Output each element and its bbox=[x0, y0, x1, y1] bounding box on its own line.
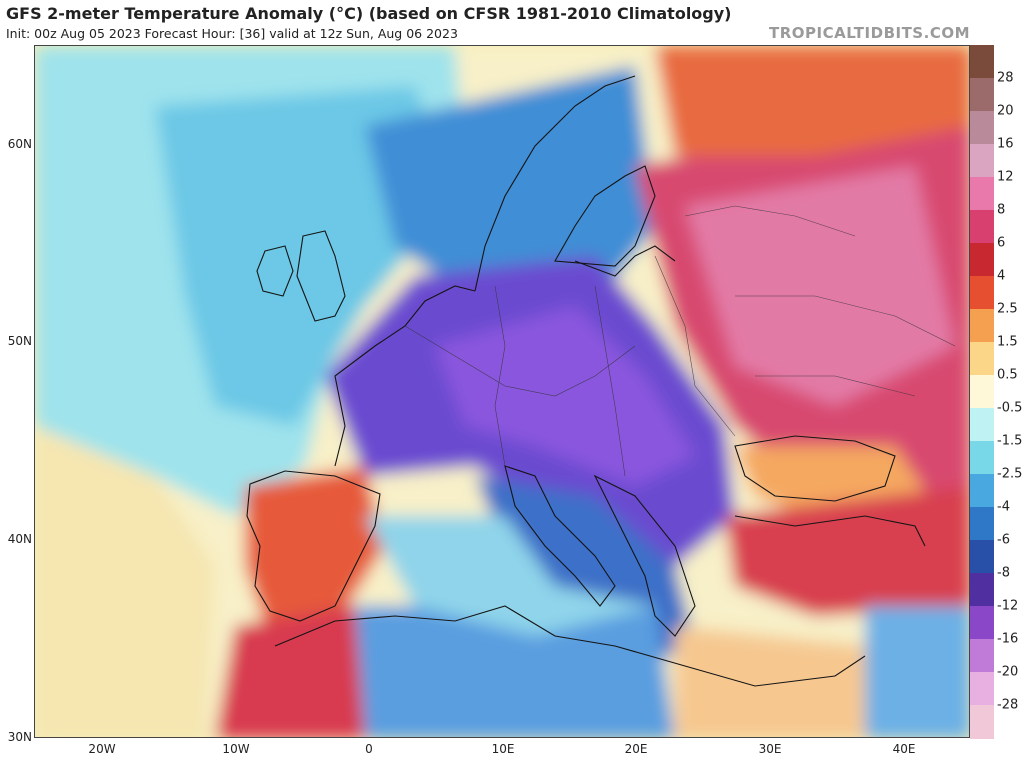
colorbar-tick-label: -4 bbox=[997, 499, 1010, 515]
colorbar-segment bbox=[970, 276, 994, 310]
colorbar-tick-label: 20 bbox=[997, 103, 1014, 119]
colorbar-tick-label: 6 bbox=[997, 235, 1006, 251]
colorbar-tick-label: -0.5 bbox=[997, 400, 1023, 416]
colorbar-tick-label: 1.5 bbox=[997, 334, 1018, 350]
colorbar-segment bbox=[970, 309, 994, 343]
colorbar-tick-label: 4 bbox=[997, 268, 1006, 284]
colorbar-segment bbox=[970, 210, 994, 244]
lat-label-40n: 40N bbox=[7, 532, 32, 546]
colorbar-segment bbox=[970, 111, 994, 145]
colorbar-segment bbox=[970, 606, 994, 640]
colorbar-tick-label: -1.5 bbox=[997, 433, 1023, 449]
colorbar-segment bbox=[970, 705, 994, 739]
lon-label-20w: 20W bbox=[88, 742, 116, 756]
colorbar-segment bbox=[970, 474, 994, 508]
colorbar-segment bbox=[970, 441, 994, 475]
colorbar-tick-label: -6 bbox=[997, 532, 1010, 548]
colorbar-segment bbox=[970, 243, 994, 277]
lat-label-60n: 60N bbox=[7, 137, 32, 151]
colorbar-segment bbox=[970, 144, 994, 178]
colorbar-tick-label: -8 bbox=[997, 565, 1010, 581]
colorbar-segment bbox=[970, 507, 994, 541]
lon-label-10w: 10W bbox=[222, 742, 250, 756]
colorbar-segment bbox=[970, 342, 994, 376]
colorbar-tick-label: -2.5 bbox=[997, 466, 1023, 482]
colorbar-segment bbox=[970, 639, 994, 673]
lat-label-50n: 50N bbox=[7, 334, 32, 348]
anomaly-map bbox=[34, 45, 970, 738]
colorbar-tick-label: 8 bbox=[997, 202, 1006, 218]
colorbar-tick-label: -20 bbox=[997, 664, 1019, 680]
colorbar-segment bbox=[970, 78, 994, 112]
colorbar-tick-label: 0.5 bbox=[997, 367, 1018, 383]
map-title: GFS 2-meter Temperature Anomaly (°C) (ba… bbox=[6, 4, 732, 23]
lon-label-0: 0 bbox=[365, 742, 373, 756]
colorbar-tick-label: -16 bbox=[997, 631, 1019, 647]
colorbar-segment bbox=[970, 375, 994, 409]
colorbar-segment bbox=[970, 177, 994, 211]
colorbar-segment bbox=[970, 408, 994, 442]
colorbar-segment bbox=[970, 672, 994, 706]
colorbar-tick-label: -28 bbox=[997, 697, 1019, 713]
colorbar-segment bbox=[970, 540, 994, 574]
colorbar-tick-label: 28 bbox=[997, 70, 1014, 86]
lon-label-40e: 40E bbox=[892, 742, 916, 756]
lon-label-20e: 20E bbox=[624, 742, 648, 756]
colorbar-segment bbox=[970, 573, 994, 607]
colorbar-tick-label: 12 bbox=[997, 169, 1014, 185]
colorbar bbox=[970, 45, 994, 739]
map-subtitle: Init: 00z Aug 05 2023 Forecast Hour: [36… bbox=[6, 26, 458, 41]
brand-watermark: TROPICALTIDBITS.COM bbox=[769, 24, 970, 42]
lon-label-30e: 30E bbox=[758, 742, 782, 756]
colorbar-tick-label: -12 bbox=[997, 598, 1019, 614]
lon-label-10e: 10E bbox=[491, 742, 515, 756]
anomaly-map-canvas bbox=[35, 46, 969, 737]
colorbar-segment bbox=[970, 45, 994, 79]
lat-label-30n: 30N bbox=[7, 730, 32, 744]
colorbar-tick-label: 16 bbox=[997, 136, 1014, 152]
colorbar-tick-label: 2.5 bbox=[997, 301, 1018, 317]
